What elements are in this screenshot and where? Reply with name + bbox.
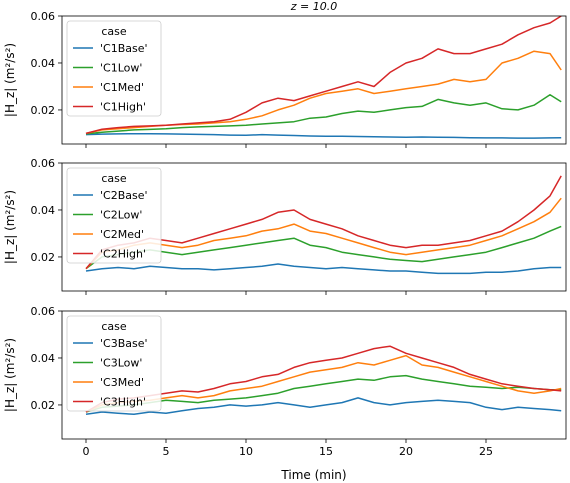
axes-frame (61, 15, 567, 145)
x-tick-label: 10 (239, 445, 253, 458)
x-tick-label: 20 (399, 445, 413, 458)
panels: 0.02 0.04 0.06 |H_z| (m²/s²) case 'C1Base' 'C1… (3, 10, 567, 458)
series-line-c3high (85, 345, 562, 413)
y-axis-label: |H_z| (m²/s²) (3, 338, 17, 412)
legend-entry: 'C2Low' (100, 209, 142, 222)
legend-title: case (101, 172, 127, 185)
legend-entry: 'C1Base' (100, 42, 148, 55)
y-axis-label: |H_z| (m²/s²) (3, 43, 17, 117)
legend-entry: 'C2High' (100, 248, 146, 261)
legend-frame (66, 167, 162, 264)
series-line-c2low (85, 225, 562, 270)
series-line-c3low (85, 374, 562, 413)
legend-entry: 'C1Low' (100, 62, 142, 75)
series-line-c3base (85, 397, 562, 416)
series-lines (85, 345, 562, 416)
series-line-c2high (85, 175, 562, 270)
series-line-c1high (85, 16, 562, 135)
x-tick-label: 0 (83, 445, 90, 458)
legend-frame (66, 20, 162, 117)
legend-entry: 'C2Med' (100, 228, 144, 241)
series-lines (85, 16, 562, 139)
x-tick-label: 5 (163, 445, 170, 458)
legend-entry: 'C2Base' (100, 189, 148, 202)
x-axis-label: Time (min) (280, 468, 346, 482)
series-line-c1base (85, 132, 562, 139)
y-tick-label: 0.04 (31, 57, 56, 70)
legend-entry: 'C1Med' (100, 81, 144, 94)
legend-entry: 'C3Base' (100, 337, 148, 350)
legend-entry: 'C1High' (100, 101, 146, 114)
y-tick-label: 0.04 (31, 204, 56, 217)
panel-1: 0.02 0.04 0.06 |H_z| (m²/s²) case 'C1Base' 'C1… (3, 10, 567, 148)
y-tick-label: 0.06 (31, 157, 56, 170)
axes-frame (61, 162, 567, 292)
series-line-c2med (85, 197, 562, 270)
x-tick-label: 15 (319, 445, 333, 458)
series-lines (85, 175, 562, 275)
legend-frame (66, 315, 162, 412)
legend: case 'C2Base' 'C2Low' 'C2Med' 'C2High' (66, 167, 162, 264)
y-tick-label: 0.02 (31, 251, 56, 264)
x-tick-label: 25 (479, 445, 493, 458)
series-line-c1low (85, 93, 562, 135)
y-tick-label: 0.04 (31, 352, 56, 365)
figure-title: z = 10.0 (290, 0, 337, 13)
series-line-c3med (85, 354, 562, 413)
legend-title: case (101, 320, 127, 333)
series-line-c2base (85, 263, 562, 275)
legend-entry: 'C3High' (100, 396, 146, 409)
legend-entry: 'C3Low' (100, 357, 142, 370)
y-tick-label: 0.06 (31, 10, 56, 23)
axes-frame (61, 310, 567, 440)
legend: case 'C1Base' 'C1Low' 'C1Med' 'C1High' (66, 20, 162, 117)
legend-title: case (101, 25, 127, 38)
legend-entry: 'C3Med' (100, 376, 144, 389)
y-tick-label: 0.02 (31, 399, 56, 412)
panel-3: 0 5 10 15 20 25 0.02 0.04 0.06 |H_z| (m²/s²) case '… (3, 305, 567, 458)
y-tick-label: 0.02 (31, 104, 56, 117)
y-axis-label: |H_z| (m²/s²) (3, 190, 17, 264)
y-tick-label: 0.06 (31, 305, 56, 318)
panel-2: 0.02 0.04 0.06 |H_z| (m²/s²) case 'C2Base' 'C2… (3, 157, 567, 295)
legend: case 'C3Base' 'C3Low' 'C3Med' 'C3High' (66, 315, 162, 412)
